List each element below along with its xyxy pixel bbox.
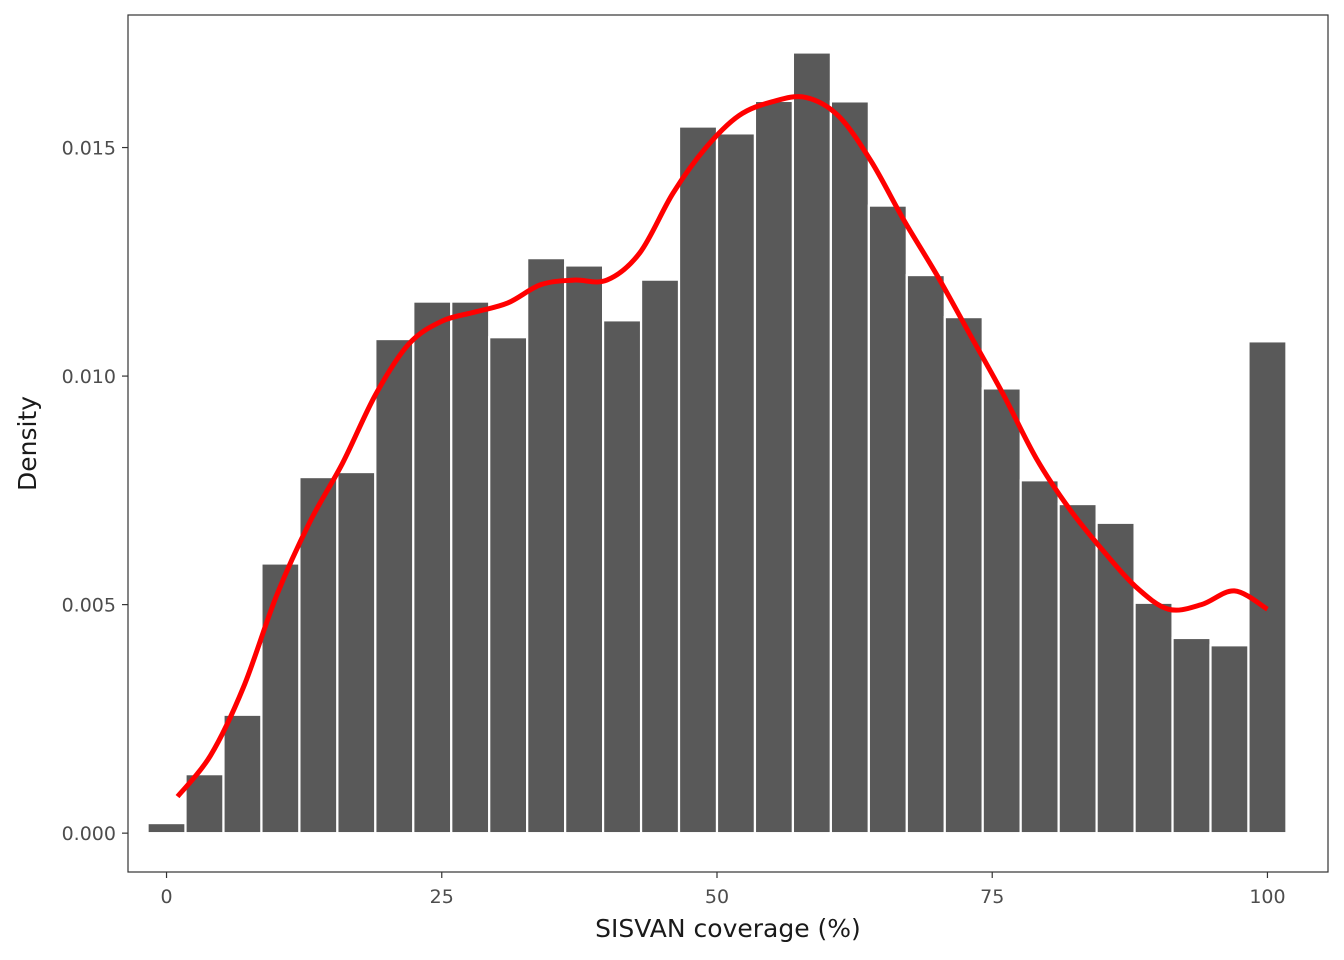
histogram-bar [336,470,377,835]
histogram-bar [488,336,529,835]
x-tick-label: 75 [980,886,1004,908]
histogram-bar [677,125,719,835]
histogram-bar [298,475,339,835]
histogram-bar [602,319,643,835]
plot-border [127,14,1329,873]
x-axis: 0 25 50 75 100 [160,872,1286,908]
histogram-bar [1057,502,1098,835]
histogram-bar [639,278,681,835]
histogram-bar [1133,601,1174,835]
y-axis-title: Density [13,396,42,491]
histogram-bar [564,264,605,835]
histogram-bar [374,337,415,835]
histogram-bar [1247,340,1288,835]
x-tick-label: 0 [160,886,172,908]
histogram-bar [715,132,757,835]
histogram-bar [450,300,491,835]
y-tick-label: 0.000 [62,823,116,845]
y-tick-label: 0.010 [62,366,116,388]
histogram-bar [981,387,1022,835]
histogram-bar [867,204,908,835]
histogram-bar [791,51,832,835]
histogram-bar [1019,479,1060,835]
x-tick-label: 100 [1249,886,1285,908]
histogram-bar [1095,521,1136,835]
y-tick-label: 0.005 [62,595,116,617]
histogram-bar [222,713,263,835]
histogram-bar [260,562,301,835]
density-curve [175,94,1269,799]
histogram-bar [146,821,187,835]
histogram-bar [1209,644,1250,835]
histogram-bar [753,99,795,835]
histogram-bar [1171,636,1212,835]
histogram-bar [943,316,984,835]
histogram-bars [146,51,1288,835]
histogram-bar [829,100,870,835]
y-axis: 0.000 0.005 0.010 0.015 [62,138,128,845]
histogram-bar [526,257,567,835]
y-tick-label: 0.015 [62,138,116,160]
histogram-bar [412,300,453,835]
histogram-bar [905,273,946,835]
x-tick-label: 25 [430,886,454,908]
x-axis-title: SISVAN coverage (%) [595,914,861,943]
x-tick-label: 50 [705,886,729,908]
